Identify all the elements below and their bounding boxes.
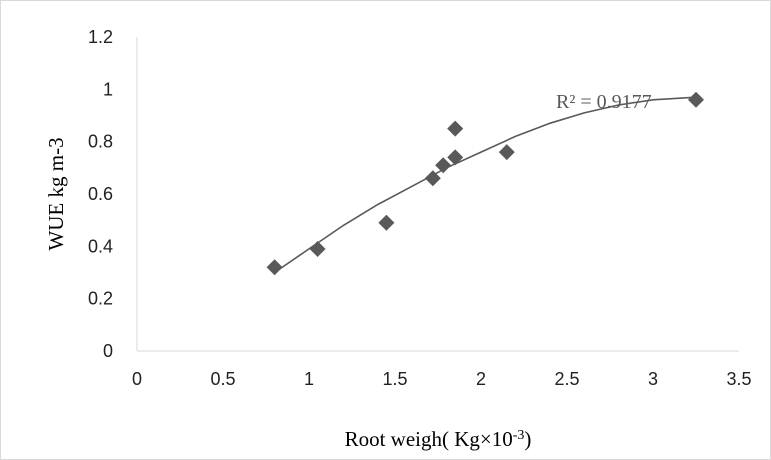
data-point <box>447 120 464 137</box>
data-point <box>424 170 441 187</box>
x-tick-label: 2.5 <box>554 369 579 389</box>
data-point <box>266 259 283 276</box>
r-squared-label: R² = 0.9177 <box>556 91 652 113</box>
data-point <box>309 240 326 257</box>
data-point <box>447 149 464 166</box>
x-tick-label: 1 <box>304 369 314 389</box>
y-tick-label: 1 <box>103 79 113 99</box>
y-tick-label: 0 <box>103 341 113 361</box>
y-tick-label: 1.2 <box>88 27 113 47</box>
data-point <box>435 157 452 174</box>
x-tick-label: 1.5 <box>382 369 407 389</box>
x-axis-title-main: Root weigh( Kg×10 <box>345 427 513 451</box>
x-tick-label: 2 <box>476 369 486 389</box>
x-tick-label: 0 <box>132 369 142 389</box>
y-tick-label: 0.2 <box>88 289 113 309</box>
data-point <box>378 214 395 231</box>
x-tick-label: 0.5 <box>210 369 235 389</box>
y-tick-label: 0.8 <box>88 132 113 152</box>
x-axis-title: Root weigh( Kg×10-3) <box>345 427 532 451</box>
x-tick-label: 3.5 <box>726 369 751 389</box>
x-axis-title-suffix: ) <box>524 427 531 451</box>
data-points <box>266 91 704 276</box>
x-axis-title-superscript: -3 <box>513 428 525 443</box>
y-tick-label: 0.4 <box>88 236 113 256</box>
trendline <box>274 96 697 274</box>
x-tick-label: 3 <box>648 369 658 389</box>
y-tick-label: 0.6 <box>88 184 113 204</box>
trendline-layer <box>274 96 697 274</box>
axes: 0 0.2 0.4 0.6 0.8 1 1.2 0 0.5 1 1.5 2 2.5 3 3.5 <box>88 27 752 389</box>
data-point <box>688 91 704 108</box>
data-point <box>498 144 515 161</box>
y-axis-title: WUE kg m-3 <box>44 137 68 250</box>
